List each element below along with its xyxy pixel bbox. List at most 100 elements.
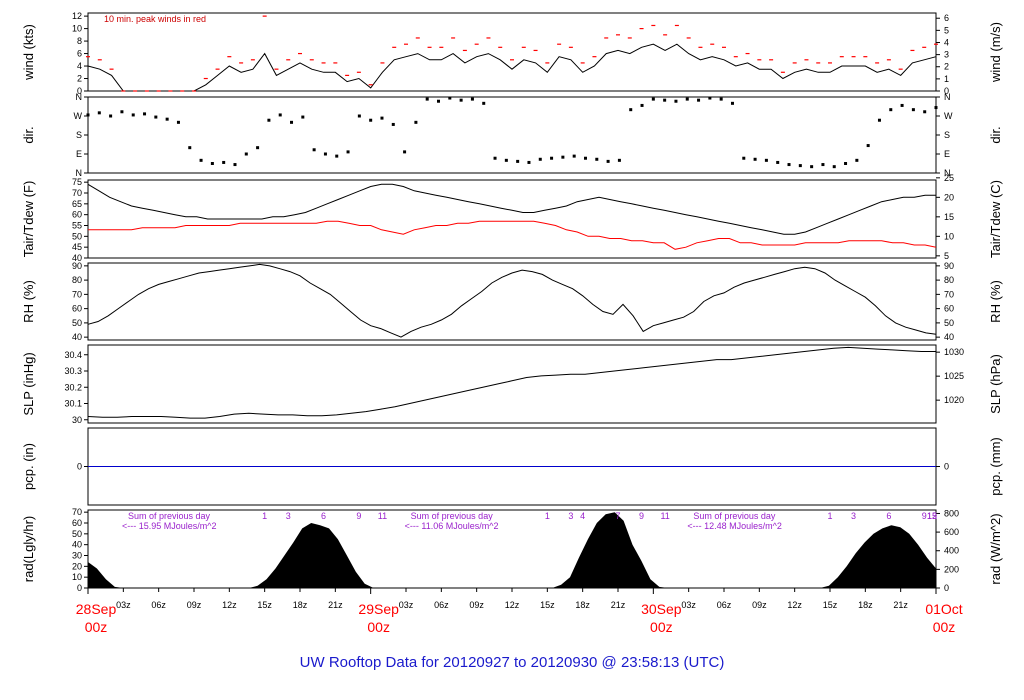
y-tick-label-right: 2: [944, 62, 949, 72]
y-tick-label-right: 600: [944, 527, 959, 537]
y-axis-label: dir.: [21, 126, 36, 143]
y-tick-label-right: N: [944, 168, 951, 178]
direction-point: [346, 150, 350, 154]
panel-3: Tair/Tdew (F) Tair/Tdew (C) 40455055606570…: [21, 173, 1003, 263]
y-tick-label-right: N: [944, 92, 951, 102]
y-axis-label-right: dir.: [988, 126, 1003, 143]
series-line-1: [87, 183, 936, 235]
direction-point: [583, 156, 587, 160]
solar-hour-marker: 15: [927, 511, 937, 521]
y-tick-label: N: [76, 92, 83, 102]
direction-point: [764, 158, 768, 162]
direction-point: [391, 122, 395, 126]
direction-point: [369, 118, 373, 122]
y-tick-label: 55: [72, 221, 82, 231]
y-tick-label: N: [76, 168, 83, 178]
series-line-1: [87, 43, 937, 92]
day-time-label: 00z: [933, 619, 956, 635]
direction-point: [154, 115, 158, 119]
hour-tick-label: 21z: [893, 600, 908, 610]
y-tick-label-right: 0: [944, 583, 949, 593]
direction-point: [482, 101, 486, 105]
direction-point: [719, 97, 723, 101]
direction-point: [527, 160, 531, 164]
direction-point: [753, 157, 757, 161]
y-tick-label: 70: [72, 289, 82, 299]
hour-tick-label: 18z: [293, 600, 308, 610]
direction-point: [493, 156, 497, 160]
y-tick-label-right: 10: [944, 231, 954, 241]
direction-point: [561, 155, 565, 159]
direction-point: [742, 156, 746, 160]
solar-hour-marker: 1: [827, 511, 832, 521]
y-tick-label-right: 800: [944, 508, 959, 518]
series-line-1: [87, 346, 936, 419]
direction-point: [538, 157, 542, 161]
direction-point: [323, 152, 327, 156]
y-tick-label: 70: [72, 188, 82, 198]
y-tick-label: 50: [72, 231, 82, 241]
y-tick-label: 45: [72, 242, 82, 252]
y-tick-label: 70: [72, 507, 82, 517]
y-tick-label: 10: [72, 572, 82, 582]
y-tick-label-right: 1030: [944, 347, 964, 357]
hour-tick-label: 09z: [469, 600, 484, 610]
solar-hour-marker: 11: [378, 511, 387, 521]
daily-sum-value: <--- 11.06 MJoules/m^2: [405, 521, 499, 531]
direction-point: [459, 98, 463, 102]
direction-point: [550, 156, 554, 160]
y-tick-label: 20: [72, 561, 82, 571]
y-tick-label: 60: [72, 518, 82, 528]
y-tick-label-right: 50: [944, 318, 954, 328]
direction-point: [855, 158, 859, 162]
panel-6: pcp. (in) pcp. (mm) 0 0: [21, 427, 1003, 506]
direction-point: [923, 110, 927, 114]
hour-tick-label: 06z: [434, 600, 449, 610]
y-tick-label-right: 70: [944, 289, 954, 299]
hour-tick-label: 09z: [187, 600, 202, 610]
direction-point: [651, 97, 655, 101]
y-tick-label: 60: [72, 210, 82, 220]
y-tick-label: 30.3: [64, 366, 82, 376]
direction-point: [470, 97, 474, 101]
direction-point: [629, 108, 633, 112]
direction-point: [188, 146, 192, 150]
y-tick-label-right: 1020: [944, 395, 964, 405]
y-tick-label-right: 40: [944, 332, 954, 342]
y-tick-label: 40: [72, 540, 82, 550]
y-tick-label: 75: [72, 177, 82, 187]
y-axis-label: pcp. (in): [21, 443, 36, 490]
y-tick-label: 8: [77, 36, 82, 46]
y-axis-label-right: pcp. (mm): [988, 437, 1003, 496]
direction-point: [866, 144, 870, 148]
direction-point: [143, 112, 147, 116]
y-tick-label-right: 5: [944, 251, 949, 261]
y-axis-label-right: rad (W/m^2): [988, 513, 1003, 584]
y-tick-label: 30.4: [64, 350, 82, 360]
y-tick-label-right: 1025: [944, 371, 964, 381]
y-tick-label: 60: [72, 304, 82, 314]
solar-hour-marker: 9: [639, 511, 644, 521]
hour-tick-label: 21z: [328, 600, 343, 610]
y-tick-label: 0: [77, 462, 82, 472]
direction-point: [516, 159, 520, 163]
y-tick-label: 2: [77, 74, 82, 84]
direction-point: [357, 114, 361, 118]
daily-sum-value: <--- 12.48 MJoules/m^2: [687, 521, 782, 531]
day-time-label: 00z: [85, 619, 108, 635]
daily-sum-note: Sum of previous day: [693, 511, 776, 521]
y-tick-label: 0: [77, 86, 82, 96]
hour-tick-label: 12z: [787, 600, 802, 610]
y-tick-label: 40: [72, 253, 82, 263]
daily-sum-note: Sum of previous day: [411, 511, 494, 521]
hour-tick-label: 15z: [540, 600, 555, 610]
y-tick-label: 30.2: [64, 382, 82, 392]
panel-frame: [87, 179, 937, 259]
direction-point: [900, 103, 904, 107]
y-tick-label-right: 80: [944, 275, 954, 285]
panel-frame: [87, 12, 937, 92]
direction-point: [877, 118, 881, 122]
direction-point: [290, 120, 294, 124]
direction-point: [787, 163, 791, 167]
hour-tick-label: 18z: [858, 600, 873, 610]
